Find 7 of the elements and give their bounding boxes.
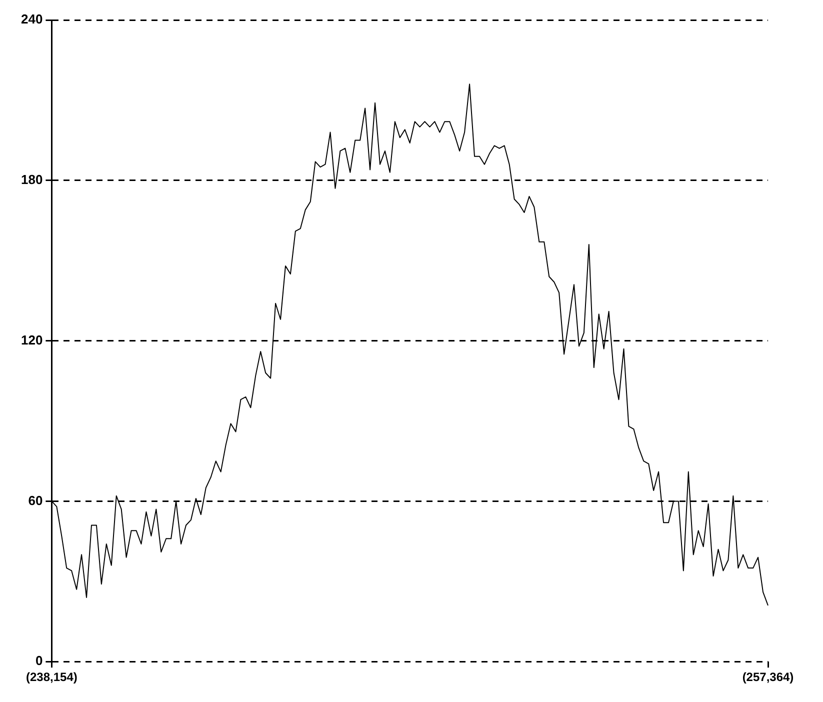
y-tick-label: 240 bbox=[20, 12, 43, 27]
y-tick-label: 180 bbox=[20, 172, 43, 187]
y-tick-label: 60 bbox=[28, 492, 43, 508]
x-tick-label: (238,154) bbox=[26, 670, 78, 684]
x-tick-label: (257,364) bbox=[742, 670, 794, 684]
y-tick-label: 0 bbox=[35, 653, 43, 668]
y-tick-label: 120 bbox=[20, 332, 43, 348]
